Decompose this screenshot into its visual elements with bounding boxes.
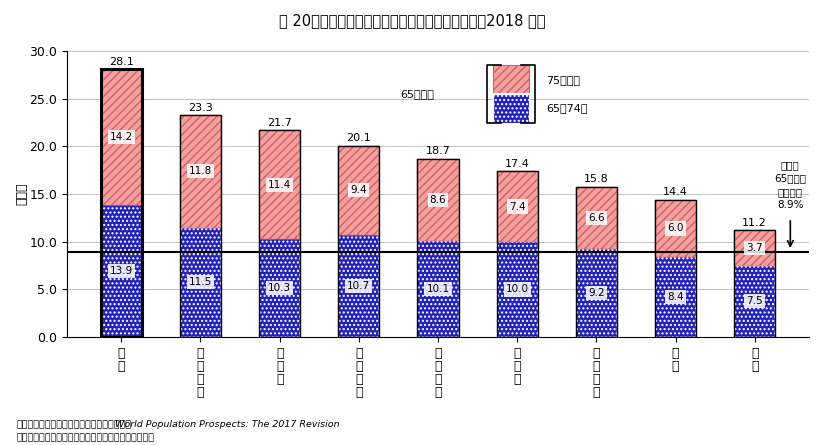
Text: 7.5: 7.5: [747, 296, 763, 306]
Bar: [180, 115, 221, 227]
Bar: [259, 130, 300, 239]
Text: 9.2: 9.2: [588, 288, 605, 298]
Text: 世界の: 世界の: [781, 160, 799, 170]
Text: 10.1: 10.1: [427, 284, 450, 294]
Text: 14.2: 14.2: [110, 132, 133, 142]
Text: 15.8: 15.8: [584, 174, 609, 184]
Text: 20.1: 20.1: [346, 133, 371, 143]
Bar: [180, 115, 221, 337]
Bar: [418, 159, 459, 337]
Bar: [497, 242, 538, 337]
Text: 14.4: 14.4: [663, 187, 688, 198]
Bar: [494, 94, 529, 123]
Text: 18.7: 18.7: [425, 146, 451, 157]
Text: 11.4: 11.4: [268, 180, 291, 190]
Text: 6.6: 6.6: [588, 213, 605, 223]
Bar: [180, 227, 221, 337]
Text: 11.2: 11.2: [742, 218, 767, 228]
Bar: [338, 235, 379, 337]
Text: 3.7: 3.7: [747, 243, 763, 253]
Text: 資料：日本の値は、「人口推計」、他国は、: 資料：日本の値は、「人口推計」、他国は、: [16, 421, 132, 429]
Text: 人口割合: 人口割合: [778, 187, 803, 197]
Bar: [497, 171, 538, 242]
Bar: [576, 250, 617, 337]
Text: World Population Prospects: The 2017 Revision: World Population Prospects: The 2017 Rev…: [115, 421, 340, 429]
Bar: [734, 231, 775, 266]
Bar: [494, 65, 529, 94]
Text: 65歳以上: 65歳以上: [775, 174, 807, 184]
Text: 11.8: 11.8: [189, 166, 212, 176]
Text: 8.4: 8.4: [667, 292, 684, 302]
Bar: [576, 186, 617, 337]
Bar: [576, 186, 617, 250]
Text: 17.4: 17.4: [505, 159, 530, 169]
Bar: [101, 69, 142, 205]
Bar: [497, 171, 538, 337]
Text: 9.4: 9.4: [350, 185, 368, 195]
Text: 10.7: 10.7: [347, 281, 370, 291]
Text: 6.0: 6.0: [667, 223, 684, 234]
Bar: [418, 241, 459, 337]
Text: 28.1: 28.1: [109, 57, 133, 67]
Bar: [655, 257, 696, 337]
Bar: [734, 231, 775, 337]
Text: 65歳以上: 65歳以上: [400, 89, 434, 99]
Bar: [259, 130, 300, 337]
Text: 13.9: 13.9: [110, 266, 133, 276]
Text: 65～74歳: 65～74歳: [546, 103, 588, 113]
Bar: [418, 159, 459, 241]
Text: 10.3: 10.3: [268, 283, 291, 293]
Bar: [338, 146, 379, 235]
Text: 10.0: 10.0: [506, 284, 529, 295]
Text: 21.7: 21.7: [267, 118, 292, 128]
Text: 75歳以上: 75歳以上: [546, 75, 580, 85]
Text: 図 20　主要国における高齢者人口の割合の比較（2018 年）: 図 20 主要国における高齢者人口の割合の比較（2018 年）: [279, 13, 545, 28]
Bar: [101, 69, 142, 337]
Text: 23.3: 23.3: [188, 103, 213, 113]
Bar: [338, 146, 379, 337]
Text: 11.5: 11.5: [189, 277, 212, 287]
Bar: [734, 266, 775, 337]
Text: 8.9%: 8.9%: [777, 200, 803, 210]
Bar: [101, 69, 142, 337]
Text: 8.6: 8.6: [429, 195, 447, 205]
Bar: [655, 200, 696, 257]
Text: 注）日本は、９月１５日現在、他国は、７月１日現在: 注）日本は、９月１５日現在、他国は、７月１日現在: [16, 434, 154, 443]
Y-axis label: （％）: （％）: [15, 183, 28, 206]
Bar: [101, 205, 142, 337]
Bar: [655, 200, 696, 337]
Bar: [259, 239, 300, 337]
Text: 7.4: 7.4: [509, 202, 526, 211]
